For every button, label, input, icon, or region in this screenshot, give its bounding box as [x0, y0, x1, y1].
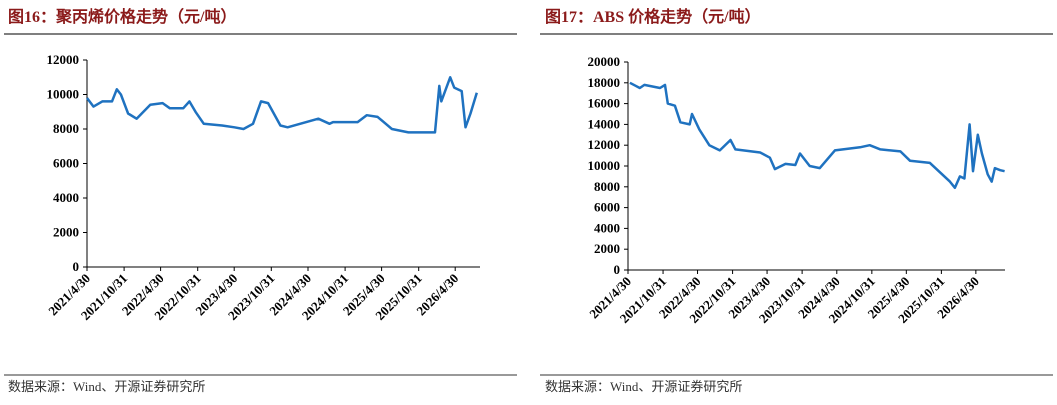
source-note: 数据来源：Wind、开源证券研究所 [8, 379, 205, 394]
chart-title: 图16：聚丙烯价格走势（元/吨） [8, 7, 236, 26]
chart-title: 图17：ABS 价格走势（元/吨） [545, 7, 761, 26]
y-tick-label: 0 [614, 262, 621, 277]
y-tick-label: 10000 [47, 87, 80, 102]
y-tick-label: 12000 [47, 52, 80, 67]
y-tick-label: 2000 [53, 225, 79, 240]
price-line [629, 81, 1005, 190]
y-tick-label: 6000 [594, 200, 620, 215]
y-tick-label: 4000 [53, 190, 79, 205]
y-tick-label: 2000 [594, 241, 620, 256]
y-tick-label: 4000 [594, 220, 620, 235]
y-tick-label: 10000 [588, 158, 621, 173]
y-tick-label: 18000 [588, 75, 621, 90]
y-tick-label: 6000 [53, 156, 79, 171]
y-tick-label: 8000 [594, 179, 620, 194]
y-tick-label: 16000 [588, 96, 621, 111]
y-tick-label: 20000 [588, 54, 621, 69]
y-tick-label: 14000 [588, 116, 621, 131]
price-line [86, 76, 478, 134]
y-tick-label: 12000 [588, 137, 621, 152]
y-tick-label: 0 [73, 259, 80, 274]
source-note: 数据来源：Wind、开源证券研究所 [545, 379, 742, 394]
y-tick-label: 8000 [53, 121, 79, 136]
